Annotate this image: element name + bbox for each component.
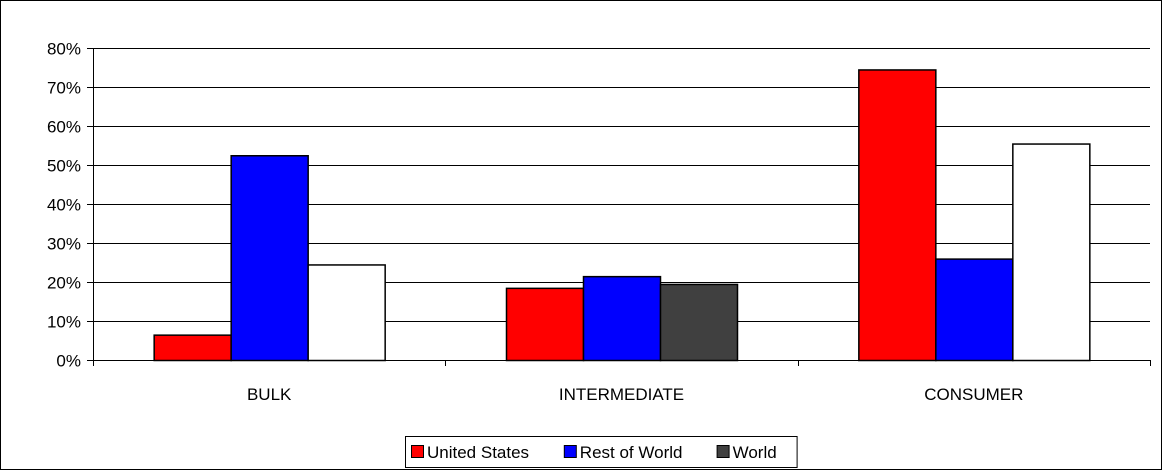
legend-swatch-united-states bbox=[411, 445, 424, 458]
bar-rest-of-world-bulk bbox=[230, 155, 309, 362]
y-tick-label: 10% bbox=[47, 313, 81, 332]
legend-swatch-rest-of-world bbox=[563, 445, 577, 458]
bar-world-bulk bbox=[307, 264, 386, 362]
y-tick-label: 50% bbox=[47, 157, 81, 176]
bars bbox=[153, 69, 1091, 362]
bar-rest-of-world-intermediate bbox=[582, 275, 662, 362]
y-tick-label: 0% bbox=[56, 352, 81, 371]
y-tick-label: 60% bbox=[47, 118, 81, 137]
x-tick-label: BULK bbox=[247, 385, 292, 404]
legend-label: Rest of World bbox=[580, 443, 683, 462]
bar-rest-of-world-consumer bbox=[935, 258, 1014, 362]
y-tick-label: 70% bbox=[47, 79, 81, 98]
legend-swatch-world bbox=[716, 445, 730, 458]
bar-united-states-bulk bbox=[153, 334, 232, 362]
legend-label: World bbox=[733, 443, 777, 462]
legend: United States Rest of World World bbox=[405, 436, 798, 468]
x-tick-label: INTERMEDIATE bbox=[559, 385, 684, 404]
y-tick-label: 40% bbox=[47, 196, 81, 215]
legend-box bbox=[405, 436, 798, 468]
y-tick-label: 80% bbox=[47, 40, 81, 59]
bar-united-states-consumer bbox=[858, 69, 937, 362]
x-tick-label: CONSUMER bbox=[924, 385, 1023, 404]
y-tick-label: 30% bbox=[47, 235, 81, 254]
bar-world-consumer bbox=[1012, 143, 1091, 362]
axes: 0% 10% 20% 30% 40% 50% 60% 70% 80% BULK INTERMEDIA… bbox=[47, 40, 1151, 404]
bar-united-states-intermediate bbox=[505, 287, 585, 362]
bar-world-intermediate bbox=[659, 283, 739, 362]
legend-label: United States bbox=[427, 443, 529, 462]
y-tick-label: 20% bbox=[47, 274, 81, 293]
